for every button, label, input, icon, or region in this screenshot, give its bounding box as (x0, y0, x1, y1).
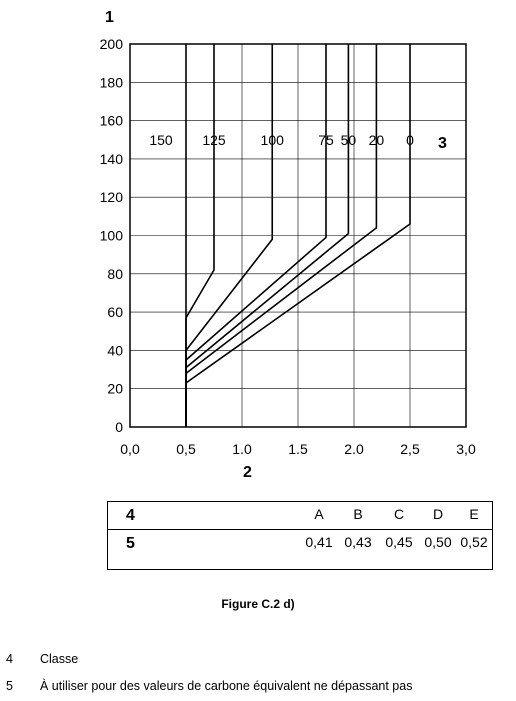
y-tick-label: 160 (100, 113, 124, 129)
value-row: 5 0,41 0,43 0,45 0,50 0,52 (108, 530, 492, 556)
note-text: Classe (40, 652, 79, 666)
class-cell: B (353, 506, 363, 522)
curve-label-75: 75 (318, 132, 334, 148)
note-text: À utiliser pour des valeurs de carbone é… (40, 679, 413, 693)
x-tick-labels: 0,0 0,5 1.0 1.5 2.0 2,5 3,0 (120, 441, 476, 457)
curve-label-100: 100 (261, 132, 285, 148)
value-cell: 0,52 (460, 534, 488, 550)
x-tick-label: 1.5 (288, 441, 308, 457)
y-tick-label: 120 (100, 189, 124, 205)
curve-label-0: 0 (406, 132, 414, 148)
x-tick-label: 0,5 (176, 441, 196, 457)
y-tick-label: 80 (107, 266, 123, 282)
axis-marker-3: 3 (438, 135, 447, 152)
y-tick-label: 20 (107, 381, 123, 397)
class-cell: D (432, 506, 444, 522)
y-tick-label: 200 (100, 36, 124, 52)
curve-label-150: 150 (149, 132, 173, 148)
x-tick-label: 1.0 (232, 441, 252, 457)
axis-marker-1: 1 (105, 9, 114, 26)
y-tick-label: 140 (100, 151, 124, 167)
x-tick-label: 3,0 (456, 441, 476, 457)
y-tick-label: 40 (107, 342, 123, 358)
class-row: 4 A B C D E (108, 502, 492, 530)
class-cell: C (393, 506, 405, 522)
x-tick-label: 0,0 (120, 441, 140, 457)
value-cell: 0,45 (385, 534, 413, 550)
class-cell: A (314, 506, 324, 522)
series-line-0 (185, 44, 411, 427)
y-tick-label: 60 (107, 304, 123, 320)
curve-label-125: 125 (202, 132, 226, 148)
y-tick-label: 0 (115, 419, 123, 435)
note-number: 4 (6, 652, 13, 666)
curve-labels: 150 125 100 75 50 20 0 (149, 132, 414, 148)
y-tick-labels: 0 20 40 60 80 100 120 140 160 180 200 (100, 36, 124, 435)
y-tick-label: 100 (100, 228, 124, 244)
figure-caption: Figure C.2 d) (221, 597, 295, 611)
note-number: 5 (6, 679, 13, 693)
class-row-key: 4 (126, 507, 135, 524)
curve-label-50: 50 (341, 132, 357, 148)
value-cell: 0,50 (424, 534, 452, 550)
curve-label-20: 20 (369, 132, 385, 148)
class-cell: E (469, 506, 479, 522)
grid (130, 44, 466, 427)
value-cell: 0,41 (305, 534, 333, 550)
x-tick-label: 2.0 (344, 441, 364, 457)
y-tick-label: 180 (100, 74, 124, 90)
value-row-key: 5 (126, 535, 135, 552)
value-cell: 0,43 (344, 534, 372, 550)
axis-marker-2: 2 (243, 464, 252, 481)
series-group (185, 44, 411, 427)
class-table: 4 A B C D E 5 0,41 0,43 0,45 0,50 0,52 (107, 501, 493, 570)
x-tick-label: 2,5 (400, 441, 420, 457)
